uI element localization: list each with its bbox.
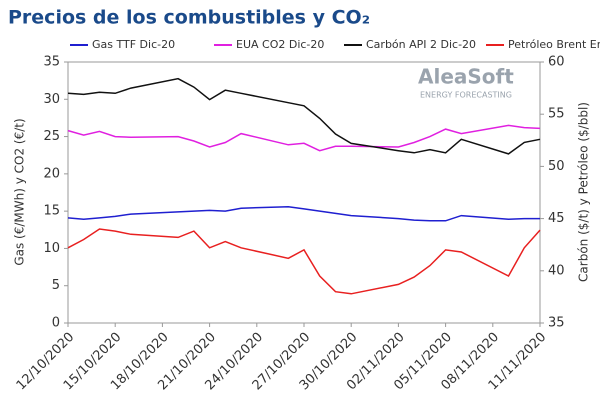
y2-tick-label: 35	[548, 316, 565, 331]
y2-axis-title: Carbón ($/t) y Petróleo ($/bbl)	[577, 102, 591, 282]
y-tick-label: 5	[52, 278, 60, 293]
y-tick-label: 0	[52, 316, 60, 331]
legend-label: EUA CO2 Dic-20	[236, 38, 324, 51]
series-line	[67, 205, 540, 222]
y2-tick-label: 55	[548, 107, 565, 122]
y-tick-label: 10	[43, 241, 60, 256]
legend-label: Carbón API 2 Dic-20	[366, 38, 476, 51]
y-tick-label: 15	[43, 204, 60, 219]
y-tick-label: 35	[43, 55, 60, 70]
series-line	[67, 228, 541, 295]
y2-tick-label: 40	[548, 263, 565, 278]
y-tick-label: 25	[43, 129, 60, 144]
legend-label: Gas TTF Dic-20	[92, 38, 175, 51]
series-line	[67, 77, 541, 155]
logo: AleaSoft	[418, 65, 514, 89]
y2-tick-label: 45	[548, 211, 565, 226]
y-tick-label: 30	[43, 92, 60, 107]
y-tick-label: 20	[43, 166, 60, 181]
chart-title: Precios de los combustibles y CO₂	[8, 7, 370, 29]
plot-frame	[67, 61, 541, 324]
logo-subtitle: ENERGY FORECASTING	[420, 91, 512, 100]
y2-tick-label: 60	[548, 55, 565, 70]
y-axis-title: Gas (€/MWh) y CO2 (€/t)	[13, 118, 27, 265]
legend-label: Petróleo Brent Ene-21	[508, 38, 600, 51]
series-line	[67, 124, 541, 152]
y2-tick-label: 50	[548, 159, 565, 174]
